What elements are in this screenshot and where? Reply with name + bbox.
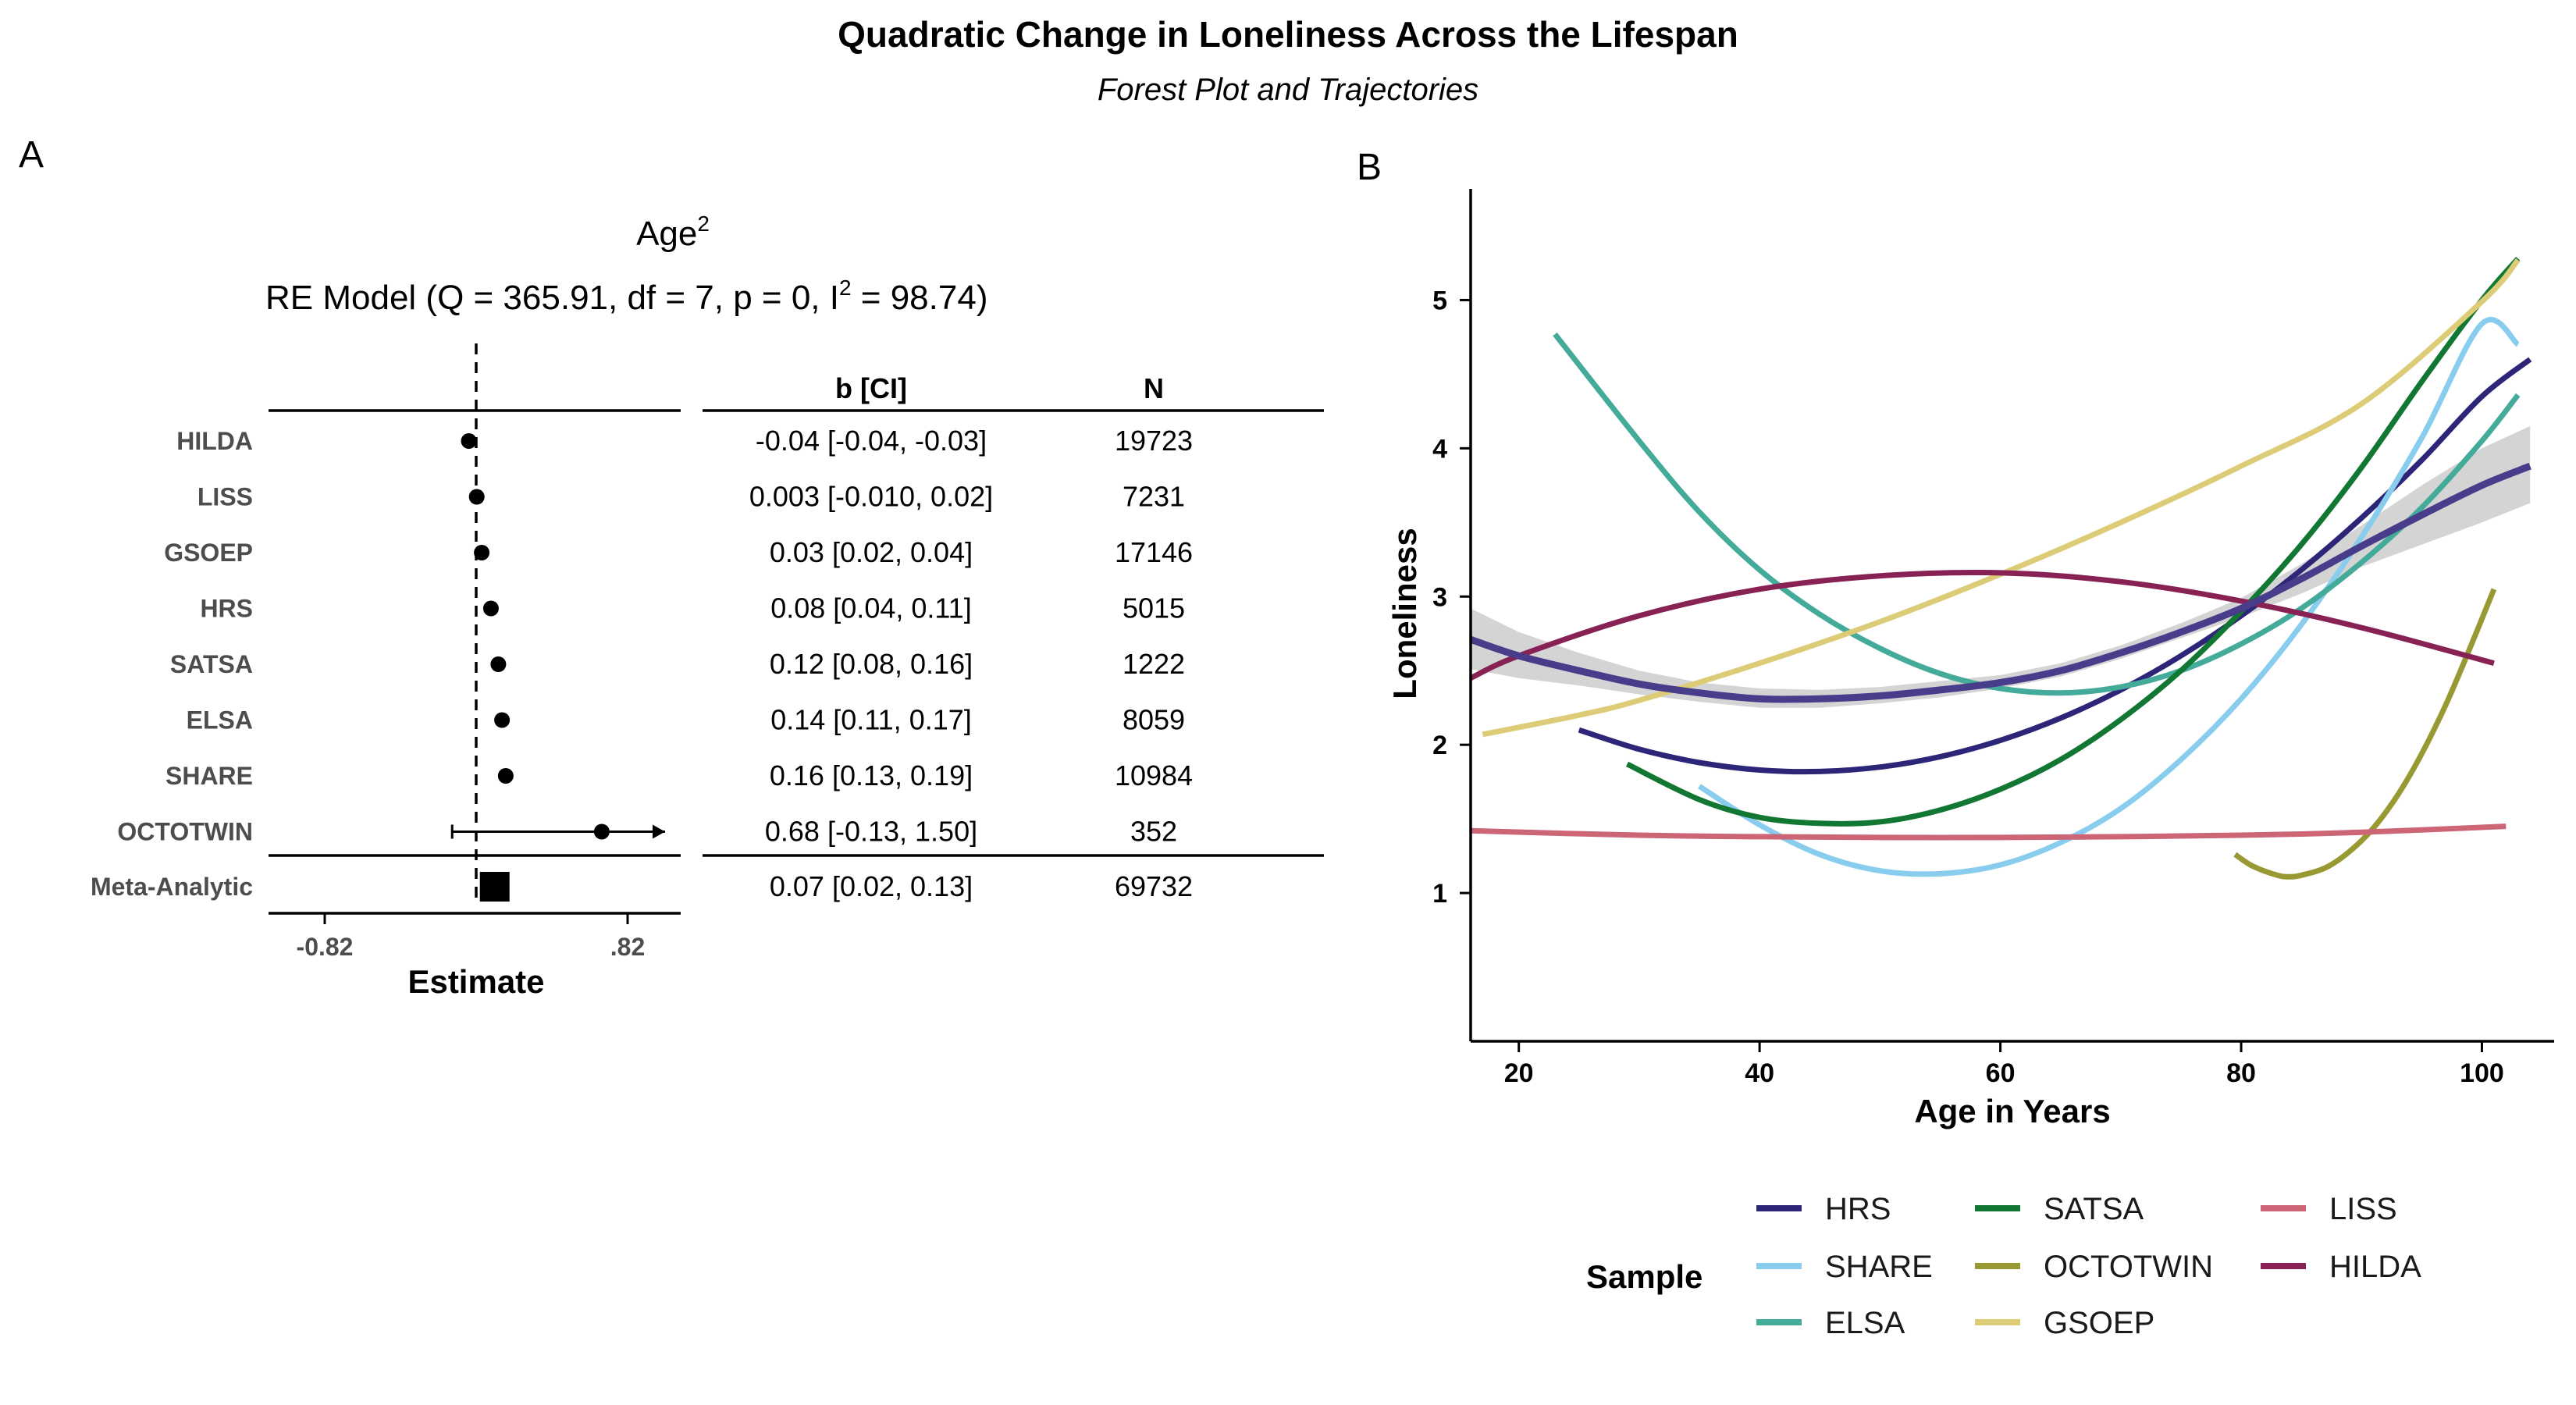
forest-tick-label: -0.82 <box>297 933 354 961</box>
legend: HRS SHARE ELSA SATSA OCTOTWIN GSOEP LISS HILDA <box>1756 1192 2421 1340</box>
panel-a-label: A <box>19 134 44 176</box>
trajectory-line-liss <box>1470 823 2507 841</box>
legend-item-label: ELSA <box>1825 1306 1905 1340</box>
legend-item-label: LISS <box>2329 1192 2397 1226</box>
study-estimate-point <box>497 768 514 784</box>
study-estimate-point <box>474 545 490 560</box>
study-label: SHARE <box>165 762 253 790</box>
x-tick-label: 40 <box>1745 1058 1774 1088</box>
study-estimate-point <box>461 433 477 449</box>
study-label: LISS <box>197 483 253 511</box>
study-label: ELSA <box>187 706 253 735</box>
trajectory-line-share <box>1698 317 2521 877</box>
forest-x-ticks: -0.82 .82 <box>297 913 645 961</box>
study-n-text: 5015 <box>1123 592 1185 624</box>
forest-plot-panel: A Age2 RE Model (Q = 365.91, df = 7, p =… <box>19 134 1324 1000</box>
study-ci-text: 0.03 [0.02, 0.04] <box>770 536 973 568</box>
x-tick-label: 60 <box>1986 1058 2016 1088</box>
study-label: OCTOTWIN <box>117 818 253 846</box>
legend-item-label: OCTOTWIN <box>2044 1250 2213 1284</box>
study-ci-text: 0.08 [0.04, 0.11] <box>770 592 972 624</box>
legend-title: Sample <box>1586 1258 1703 1295</box>
study-n-text: 7231 <box>1123 481 1185 513</box>
study-ci-text: 0.12 [0.08, 0.16] <box>770 648 973 680</box>
study-label: GSOEP <box>164 539 253 567</box>
summary-ci-text: 0.07 [0.02, 0.13] <box>770 870 973 902</box>
trajectory-line-gsoep <box>1482 258 2521 738</box>
forest-rows: HILDA -0.04 [-0.04, -0.03] 19723 LISS 0.003 … <box>91 425 1193 902</box>
forest-term-title: Age2 <box>636 212 710 253</box>
summary-estimate-box <box>479 872 510 902</box>
figure-subtitle: Forest Plot and Trajectories <box>1098 73 1478 107</box>
study-estimate-point <box>490 656 507 672</box>
y-tick-label: 1 <box>1432 879 1447 909</box>
trajectory-line-elsa <box>1553 332 2521 696</box>
study-estimate-point <box>494 712 511 728</box>
y-tick-label: 2 <box>1432 731 1447 760</box>
legend-item-label: GSOEP <box>2044 1306 2154 1340</box>
study-label: HILDA <box>176 427 253 455</box>
y-tick-label: 4 <box>1432 434 1447 464</box>
ci-arrow <box>653 824 665 839</box>
study-ci-text: -0.04 [-0.04, -0.03] <box>756 425 987 457</box>
trajectory-line-octotwin <box>2233 588 2497 880</box>
re-model-summary: RE Model (Q = 365.91, df = 7, p = 0, I2 … <box>265 276 987 317</box>
forest-x-axis-title: Estimate <box>407 963 544 1000</box>
legend-item-label: SHARE <box>1825 1250 1933 1284</box>
trajectory-x-axis-title: Age in Years <box>1914 1093 2110 1129</box>
pooled-trajectory-line <box>1469 462 2532 703</box>
x-tick-label: 100 <box>2460 1058 2504 1088</box>
study-n-text: 8059 <box>1123 704 1185 736</box>
y-tick-label: 5 <box>1432 286 1447 315</box>
legend-item-label: HRS <box>1825 1192 1891 1226</box>
trajectory-y-axis-title: Loneliness <box>1386 528 1423 699</box>
x-tick-label: 20 <box>1504 1058 1534 1088</box>
panel-b-label: B <box>1357 147 1382 188</box>
study-estimate-point <box>468 489 485 505</box>
study-ci-text: 0.14 [0.11, 0.17] <box>770 704 972 736</box>
n-column-header: N <box>1144 372 1164 404</box>
trajectory-line-hilda <box>1469 569 2495 681</box>
summary-n-text: 69732 <box>1115 870 1193 902</box>
trajectory-line-satsa <box>1625 256 2521 827</box>
study-n-text: 352 <box>1130 816 1177 848</box>
legend-item-label: HILDA <box>2329 1250 2421 1284</box>
trajectory-panel: B 20 40 60 80 100 1 2 3 4 5 Age in Years Loneline… <box>1357 147 2554 1340</box>
trajectory-plot-area <box>1469 256 2532 880</box>
y-tick-label: 3 <box>1432 582 1447 612</box>
legend-item-label: SATSA <box>2044 1192 2144 1226</box>
study-n-text: 17146 <box>1115 536 1193 568</box>
study-n-text: 19723 <box>1115 425 1193 457</box>
forest-tick-label: .82 <box>610 933 645 961</box>
pooled-confidence-ribbon <box>1471 425 2531 708</box>
study-ci-text: 0.16 [0.13, 0.19] <box>770 759 973 791</box>
ci-column-header: b [CI] <box>835 372 907 404</box>
trajectory-line-hrs <box>1578 357 2532 775</box>
study-estimate-point <box>482 600 499 617</box>
study-label: HRS <box>200 595 253 623</box>
study-n-text: 10984 <box>1115 759 1193 791</box>
summary-label: Meta-Analytic <box>91 873 253 901</box>
trajectory-ticks: 20 40 60 80 100 1 2 3 4 5 <box>1432 286 2504 1088</box>
x-tick-label: 80 <box>2226 1058 2256 1088</box>
study-label: SATSA <box>170 650 253 678</box>
study-ci-text: 0.68 [-0.13, 1.50] <box>765 816 977 848</box>
study-ci-text: 0.003 [-0.010, 0.02] <box>749 481 993 513</box>
study-n-text: 1222 <box>1123 648 1185 680</box>
study-estimate-point <box>593 823 610 840</box>
figure-title: Quadratic Change in Loneliness Across th… <box>838 14 1738 55</box>
